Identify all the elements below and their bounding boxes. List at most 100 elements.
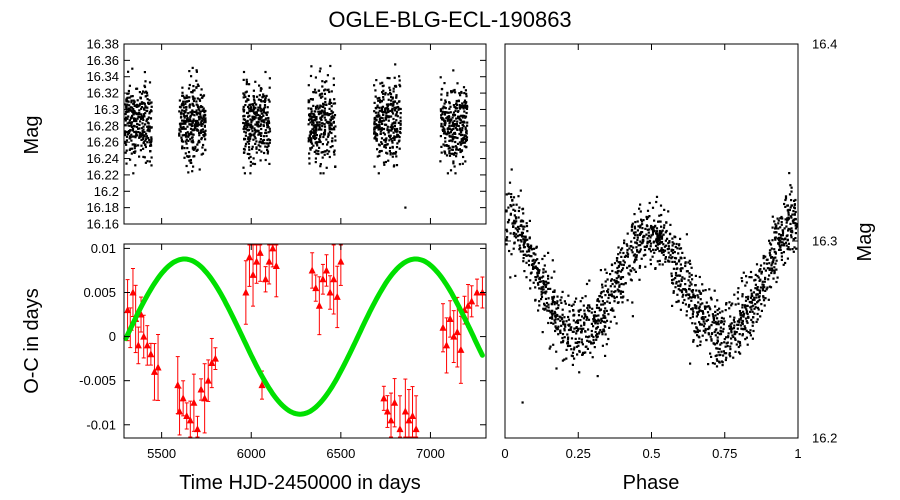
light-curve-point (377, 111, 380, 114)
light-curve-point (145, 132, 148, 135)
light-curve-point (249, 160, 252, 164)
light-curve-point (250, 121, 253, 124)
phased-point (794, 227, 797, 230)
light-curve-point (244, 134, 247, 137)
light-curve-point (389, 136, 392, 139)
light-curve-point (141, 122, 144, 125)
phased-point (555, 367, 558, 370)
light-curve-point (373, 117, 376, 120)
phased-point (510, 253, 513, 256)
phased-point (512, 221, 515, 224)
light-curve-point (311, 115, 314, 118)
phased-point (759, 286, 762, 289)
oc-point (143, 341, 151, 349)
phased-point (774, 226, 777, 229)
light-curve-point (331, 137, 334, 140)
phased-point (780, 244, 783, 247)
light-curve-point (449, 130, 453, 134)
phased-point (557, 306, 560, 310)
light-curve-point (392, 165, 395, 168)
oc-point (147, 350, 155, 358)
oc-point (319, 275, 327, 283)
oc-point (208, 359, 216, 367)
phased-point (729, 345, 732, 348)
light-curve-point (332, 120, 335, 123)
phased-point (667, 242, 670, 245)
phased-point (507, 221, 510, 224)
light-curve-point (266, 106, 269, 109)
light-curve-point (179, 130, 182, 133)
light-curve-point (317, 107, 320, 110)
light-curve-point (384, 108, 387, 111)
light-curve-point (243, 138, 246, 141)
phased-point (738, 333, 741, 336)
light-curve-point (393, 106, 396, 109)
light-curve-point (184, 140, 187, 143)
phased-point (554, 315, 557, 319)
oc-ytick-label: 0.005 (83, 285, 116, 300)
light-curve-point (244, 95, 247, 98)
light-curve-point (149, 102, 152, 105)
light-curve-point (244, 91, 247, 94)
phased-point (638, 266, 641, 269)
phased-point (526, 238, 529, 241)
phased-point (648, 228, 651, 231)
light-curve-point (257, 117, 260, 120)
light-curve-point (453, 113, 457, 117)
light-curve-point (182, 106, 185, 109)
light-curve-point (323, 103, 326, 106)
light-curve-point (150, 140, 153, 143)
phased-point (523, 246, 526, 249)
oc-point (383, 407, 391, 415)
phased-point (566, 333, 569, 336)
phased-point (517, 209, 520, 213)
phased-point (512, 225, 515, 228)
phased-point (540, 286, 543, 289)
light-curve-point (323, 131, 326, 134)
phased-point (647, 231, 650, 234)
phased-point (716, 331, 719, 334)
phased-point (569, 344, 572, 347)
phased-point (620, 263, 623, 266)
phased-point (520, 240, 523, 243)
light-curve-point (439, 135, 442, 138)
phased-point (631, 224, 634, 227)
phased-point (684, 283, 687, 286)
phased-point (543, 304, 546, 307)
light-curve-point (198, 109, 201, 112)
oc-ylabel: O-C in days (21, 288, 43, 394)
light-curve-point (388, 129, 391, 132)
phased-point (528, 264, 531, 267)
light-curve-point (452, 113, 455, 116)
phased-point (613, 285, 616, 288)
phased-point (570, 304, 573, 307)
light-curve-point (307, 138, 311, 141)
phased-point (794, 224, 797, 227)
phased-point (762, 296, 765, 299)
phased-point (671, 279, 674, 282)
phased-point (749, 334, 752, 337)
light-curve-point (397, 100, 401, 103)
phased-point (732, 319, 735, 322)
phased-point (762, 286, 765, 289)
phased-point (658, 214, 661, 217)
light-curve-point (200, 116, 203, 119)
light-curve-point (204, 138, 207, 141)
light-curve-point (440, 88, 443, 91)
phased-point (649, 226, 652, 229)
light-curve-point (451, 90, 454, 93)
phased-point (716, 336, 719, 339)
phased-point (703, 322, 706, 325)
light-curve-point (374, 132, 377, 135)
light-curve-point (264, 129, 267, 132)
phased-point (752, 304, 755, 307)
phased-point (547, 274, 550, 277)
light-curve-point (267, 117, 270, 120)
light-curve-point (330, 112, 333, 115)
light-curve-point (385, 137, 388, 140)
light-curve-point (399, 123, 402, 126)
phased-point (777, 227, 780, 230)
phased-point (727, 332, 730, 335)
light-curve-point (315, 129, 318, 132)
oc-point (391, 398, 399, 406)
